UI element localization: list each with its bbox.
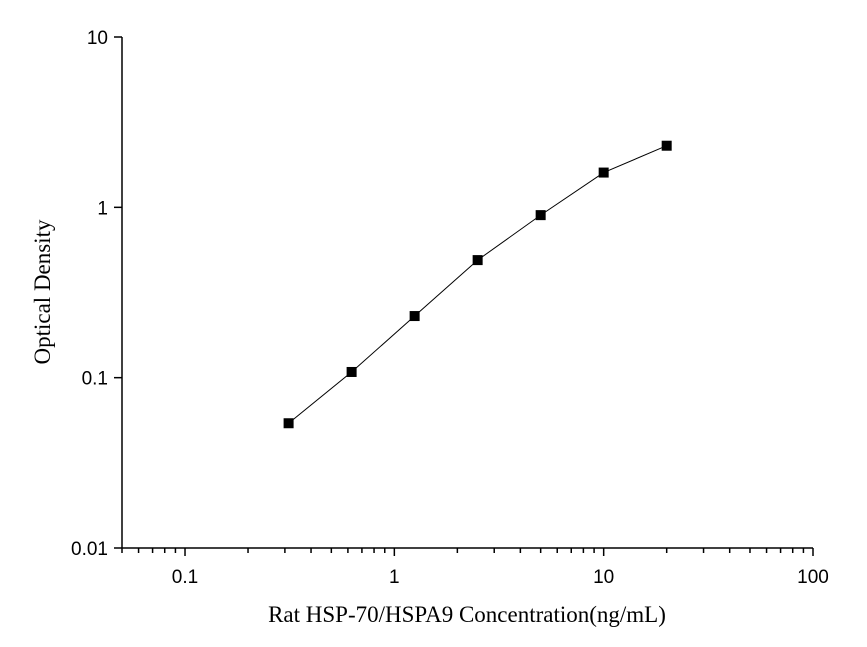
point <box>535 210 546 221</box>
point <box>472 255 483 266</box>
x-tick-label: 10 <box>593 567 614 588</box>
x-tick-label: 1 <box>389 567 400 588</box>
x-axis-title: Rat HSP-70/HSPA9 Concentration(ng/mL) <box>268 602 666 627</box>
point <box>409 311 420 322</box>
point <box>283 418 294 429</box>
y-axis-title: Optical Density <box>30 219 55 364</box>
curve <box>288 145 667 424</box>
point <box>598 167 609 178</box>
x-tick-label: 0.1 <box>172 567 198 588</box>
point <box>346 366 357 377</box>
y-tick-label: 1 <box>97 198 108 219</box>
x-tick-label: 100 <box>797 567 829 588</box>
y-tick-label: 10 <box>87 28 108 49</box>
y-tick-label: 0.01 <box>71 539 108 560</box>
y-tick-label: 0.1 <box>82 369 108 390</box>
point <box>661 140 672 151</box>
